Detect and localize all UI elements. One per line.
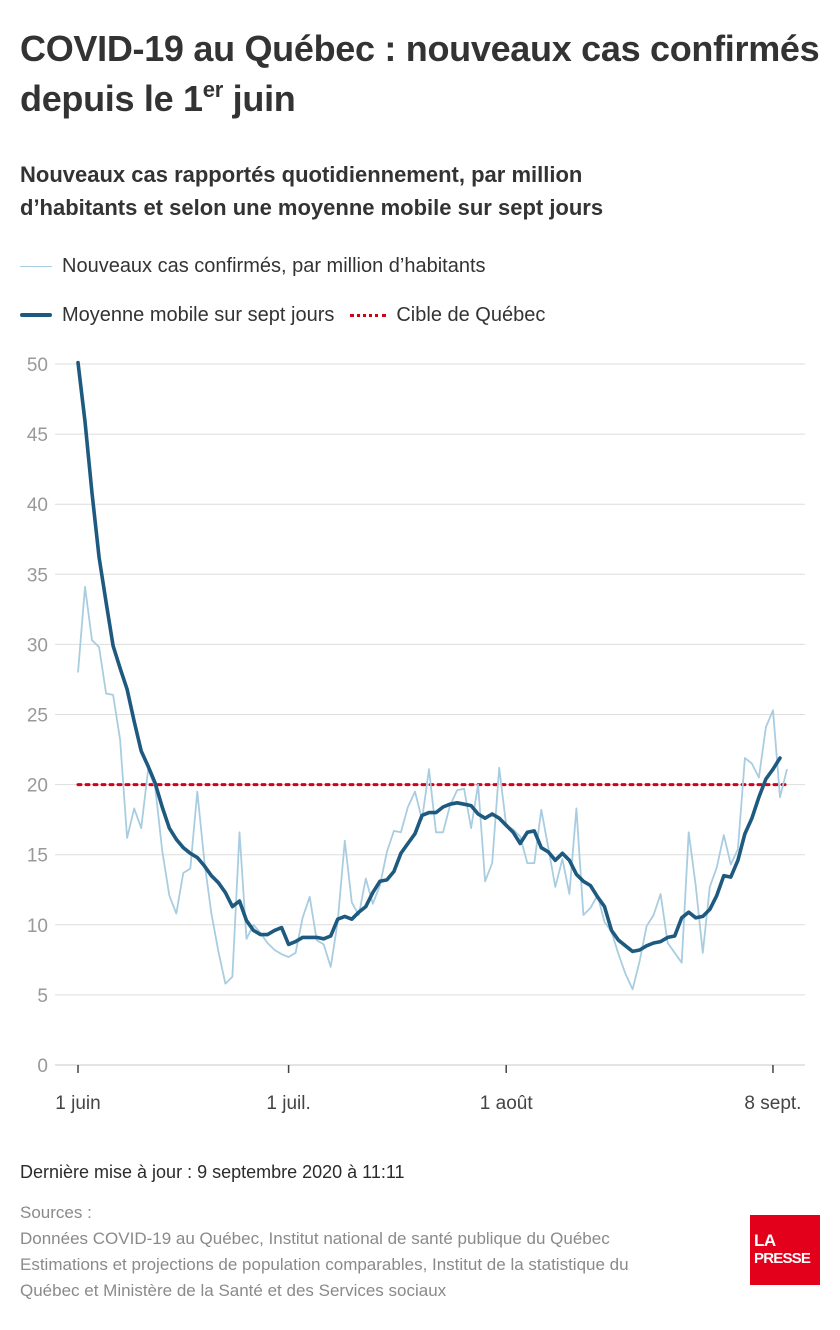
last-updated: Dernière mise à jour : 9 septembre 2020 … <box>20 1162 405 1182</box>
logo-text-line-1: LA <box>754 1231 776 1250</box>
y-tick-label: 25 <box>27 706 48 727</box>
line-chart: 0 5 10 15 20 25 30 35 40 45 50 1 juin 1 juil. 1 août 8… <box>27 355 805 1114</box>
y-tick-label: 50 <box>27 355 48 376</box>
logo-text-line-2: PRESSE <box>754 1250 811 1267</box>
subtitle-line-1: Nouveaux cas rapportés quotidiennement, … <box>20 162 583 187</box>
x-tick-label: 1 août <box>480 1093 534 1114</box>
series-rolling-average <box>76 360 782 954</box>
subtitle-line-2: d’habitants et selon une moyenne mobile … <box>20 195 604 220</box>
chart-title: COVID-19 au Québec : nouveaux cas confir… <box>20 24 820 124</box>
y-tick-label: 15 <box>27 846 48 867</box>
y-tick-label: 10 <box>27 916 48 937</box>
y-tick-label: 35 <box>27 565 48 586</box>
source-line-2: Estimations et projections de population… <box>20 1255 629 1274</box>
y-tick-label: 20 <box>27 776 48 797</box>
y-tick-label: 0 <box>37 1056 48 1077</box>
chart-subtitle: Nouveaux cas rapportés quotidiennement, … <box>20 158 820 224</box>
y-tick-label: 45 <box>27 425 48 446</box>
sources-label: Sources : <box>20 1203 92 1222</box>
x-tick-label: 1 juil. <box>266 1093 310 1114</box>
legend-item-rolling: Moyenne mobile sur sept jours <box>20 304 334 327</box>
x-tick-label: 1 juin <box>55 1093 100 1114</box>
title-main: COVID-19 au Québec : nouveaux cas confir… <box>20 28 820 119</box>
title-superscript: er <box>202 77 224 102</box>
legend-item-daily: Nouveaux cas confirmés, par million d’ha… <box>20 255 486 278</box>
y-tick-label: 30 <box>27 635 48 656</box>
source-line-1: Données COVID-19 au Québec, Institut nat… <box>20 1229 610 1248</box>
y-tick-label: 5 <box>37 986 48 1007</box>
sources-block: Sources : Données COVID-19 au Québec, In… <box>20 1200 740 1304</box>
series-daily-cases <box>77 585 788 991</box>
legend-label-target: Cible de Québec <box>396 303 546 326</box>
legend-swatch-rolling <box>20 313 52 317</box>
legend-item-target: Cible de Québec <box>350 304 545 327</box>
x-tick-label: 8 sept. <box>744 1093 801 1114</box>
source-line-3: Québec et Ministère de la Santé et des S… <box>20 1281 447 1300</box>
title-end: juin <box>222 78 296 119</box>
legend-row-1: Nouveaux cas confirmés, par million d’ha… <box>20 251 486 281</box>
legend-label-rolling: Moyenne mobile sur sept jours <box>62 303 335 326</box>
la-presse-logo: LA PRESSE <box>750 1215 820 1285</box>
legend-label-daily: Nouveaux cas confirmés, par million d’ha… <box>62 254 486 277</box>
legend-swatch-daily <box>20 265 52 267</box>
y-tick-label: 40 <box>27 495 48 516</box>
legend-swatch-target <box>350 313 387 317</box>
legend-row-2: Moyenne mobile sur sept jours Cible de Q… <box>20 300 545 330</box>
